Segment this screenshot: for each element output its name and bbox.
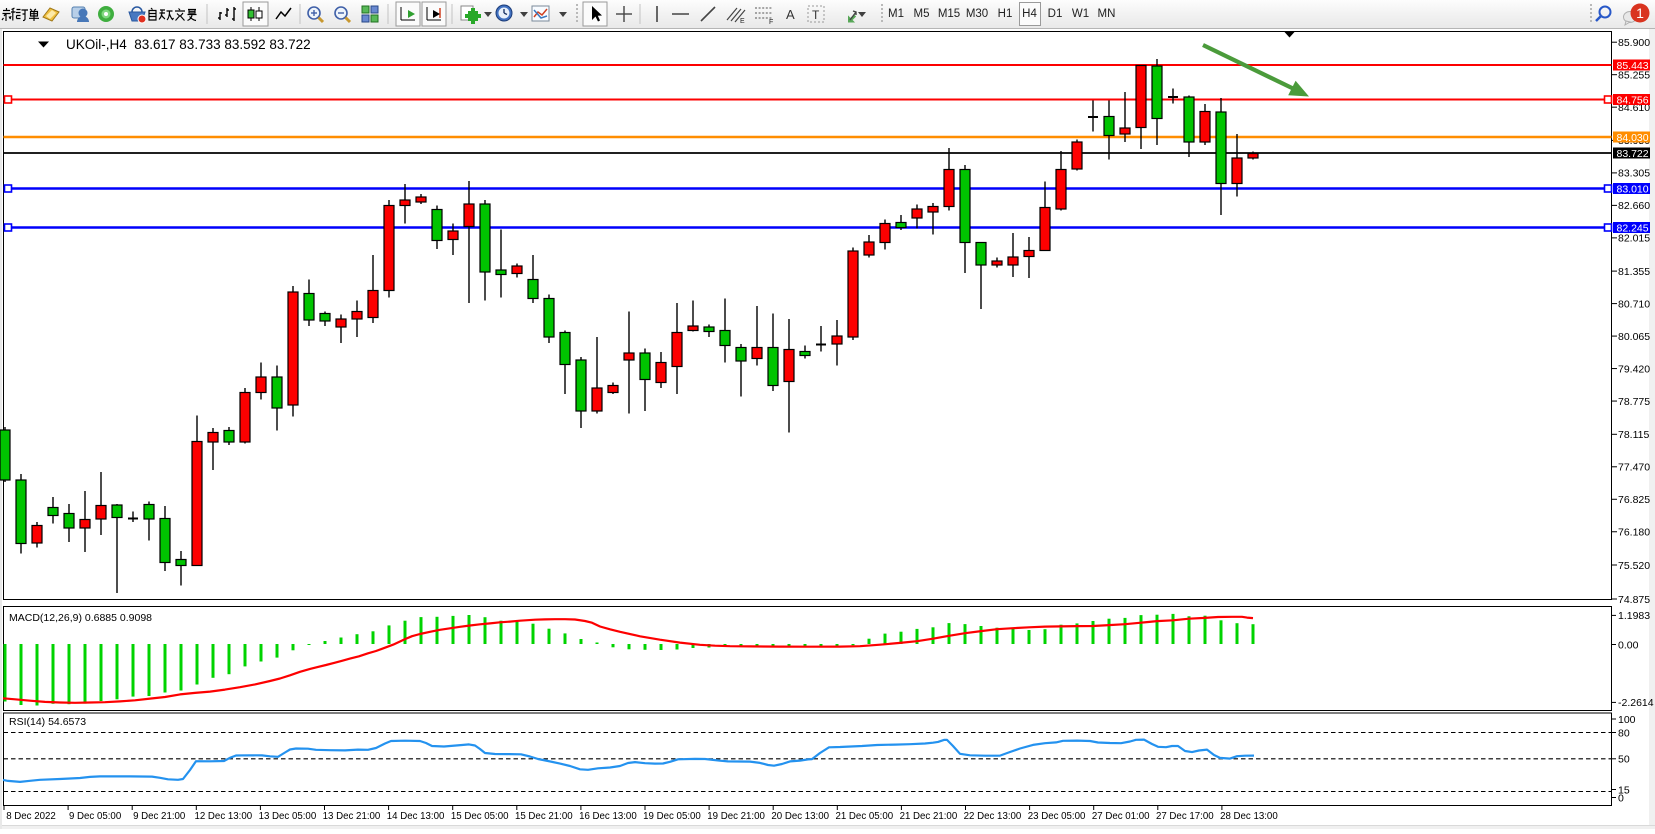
svg-text:1: 1 [1636, 5, 1644, 21]
svg-text:12 Dec 13:00: 12 Dec 13:00 [194, 811, 252, 822]
svg-text:28 Dec 13:00: 28 Dec 13:00 [1220, 811, 1278, 822]
svg-text:79.420: 79.420 [1618, 363, 1650, 375]
svg-text:19 Dec 05:00: 19 Dec 05:00 [643, 811, 701, 822]
svg-text:1.1983: 1.1983 [1618, 610, 1650, 622]
svg-text:83.722: 83.722 [1617, 148, 1649, 160]
svg-text:84.756: 84.756 [1617, 95, 1649, 107]
svg-text:22 Dec 13:00: 22 Dec 13:00 [964, 811, 1022, 822]
svg-text:23 Dec 05:00: 23 Dec 05:00 [1028, 811, 1086, 822]
svg-text:RSI(14) 54.6573: RSI(14) 54.6573 [9, 716, 86, 728]
svg-text:13 Dec 05:00: 13 Dec 05:00 [259, 811, 317, 822]
svg-text:81.355: 81.355 [1618, 266, 1650, 278]
svg-text:80.710: 80.710 [1618, 298, 1650, 310]
svg-text:13 Dec 21:00: 13 Dec 21:00 [323, 811, 381, 822]
svg-text:27 Dec 17:00: 27 Dec 17:00 [1156, 811, 1214, 822]
svg-text:50: 50 [1618, 754, 1630, 766]
svg-text:78.115: 78.115 [1618, 429, 1649, 441]
svg-text:76.825: 76.825 [1618, 494, 1650, 506]
svg-text:9 Dec 05:00: 9 Dec 05:00 [69, 811, 122, 822]
svg-text:8 Dec 2022: 8 Dec 2022 [6, 811, 56, 822]
svg-text:82.015: 82.015 [1618, 233, 1650, 245]
svg-text:27 Dec 01:00: 27 Dec 01:00 [1092, 811, 1150, 822]
svg-text:F: F [769, 19, 773, 26]
svg-text:9 Dec 21:00: 9 Dec 21:00 [133, 811, 186, 822]
svg-text:82.660: 82.660 [1618, 200, 1650, 212]
svg-text:20 Dec 13:00: 20 Dec 13:00 [771, 811, 829, 822]
svg-text:77.470: 77.470 [1618, 462, 1650, 474]
svg-text:0: 0 [1618, 792, 1624, 804]
svg-text:80: 80 [1618, 727, 1630, 739]
svg-text:84.030: 84.030 [1617, 132, 1649, 144]
svg-text:MACD(12,26,9) 0.6885 0.9098: MACD(12,26,9) 0.6885 0.9098 [9, 612, 152, 624]
svg-text:21 Dec 21:00: 21 Dec 21:00 [900, 811, 958, 822]
svg-text:78.775: 78.775 [1618, 396, 1650, 408]
svg-text:85.443: 85.443 [1617, 60, 1649, 72]
svg-text:85.255: 85.255 [1618, 69, 1650, 81]
svg-text:83.010: 83.010 [1617, 184, 1649, 196]
svg-text:E: E [740, 18, 745, 25]
svg-text:19 Dec 21:00: 19 Dec 21:00 [707, 811, 765, 822]
svg-text:76.180: 76.180 [1618, 527, 1650, 539]
svg-text:15: 15 [1618, 784, 1630, 796]
svg-text:14 Dec 13:00: 14 Dec 13:00 [387, 811, 445, 822]
svg-text:21 Dec 05:00: 21 Dec 05:00 [835, 811, 893, 822]
svg-text:75.520: 75.520 [1618, 560, 1650, 572]
svg-text:A: A [786, 7, 795, 22]
svg-text:74.875: 74.875 [1618, 594, 1650, 606]
svg-text:15 Dec 05:00: 15 Dec 05:00 [451, 811, 509, 822]
svg-text:16 Dec 13:00: 16 Dec 13:00 [579, 811, 637, 822]
svg-text:80.065: 80.065 [1618, 331, 1650, 343]
svg-text:15 Dec 21:00: 15 Dec 21:00 [515, 811, 573, 822]
svg-text:83.305: 83.305 [1618, 168, 1650, 180]
svg-text:0.00: 0.00 [1618, 639, 1639, 651]
svg-text:T: T [812, 8, 820, 22]
svg-text:UKOil-,H4 83.617 83.733 83.59: UKOil-,H4 83.617 83.733 83.592 83.722 [66, 37, 311, 52]
svg-text:85.900: 85.900 [1618, 37, 1650, 49]
svg-text:-2.2614: -2.2614 [1618, 697, 1654, 709]
svg-text:100: 100 [1618, 714, 1636, 726]
svg-text:82.245: 82.245 [1617, 223, 1649, 235]
